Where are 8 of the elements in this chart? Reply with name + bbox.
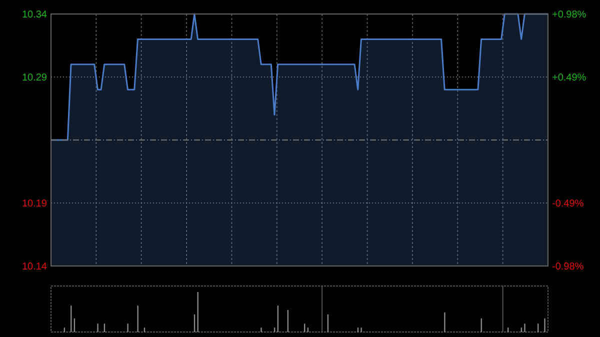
y-tick-label: 10.34 [22,10,48,20]
y-tick-label: 10.29 [22,72,48,84]
y2-tick-label: +0.49% [552,72,586,84]
y2-tick-label: -0.98% [552,262,584,272]
y2-tick-label: +0.98% [552,10,586,20]
y-tick-label: 10.19 [22,198,48,210]
y-tick-label: 10.14 [22,262,48,272]
y2-tick-label: -0.49% [552,198,584,210]
